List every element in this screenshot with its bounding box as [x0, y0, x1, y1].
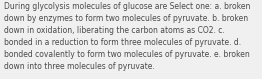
- Text: During glycolysis molecules of glucose are Select one: a. broken
down by enzymes: During glycolysis molecules of glucose a…: [4, 2, 250, 71]
